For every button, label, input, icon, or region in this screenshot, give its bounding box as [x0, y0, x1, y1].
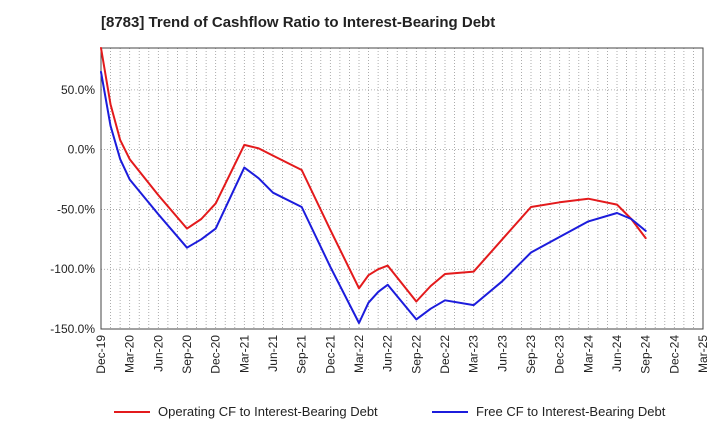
x-tick-label: Sep-20 — [180, 335, 194, 374]
y-tick-label: 50.0% — [61, 83, 95, 97]
series-line-free-cf — [100, 70, 647, 324]
y-tick-label: -100.0% — [50, 262, 95, 276]
plot-frame — [100, 47, 704, 330]
y-tick-label: -50.0% — [57, 202, 95, 216]
chart-title: [8783] Trend of Cashflow Ratio to Intere… — [101, 14, 496, 31]
x-tick-label: Mar-25 — [696, 335, 710, 373]
x-tick-label: Jun-24 — [610, 335, 624, 372]
x-tick-label: Jun-23 — [495, 335, 509, 372]
x-tick-label: Dec-20 — [209, 335, 223, 374]
chart-legend: Operating CF to Interest-Bearing Debt Fr… — [0, 404, 720, 426]
legend-label-free-cf: Free CF to Interest-Bearing Debt — [476, 404, 666, 419]
x-tick-label: Dec-23 — [553, 335, 567, 374]
legend-item-operating-cf: Operating CF to Interest-Bearing Debt — [114, 404, 378, 419]
x-tick-label: Dec-21 — [323, 335, 337, 374]
x-tick-label: Mar-22 — [352, 335, 366, 373]
x-tick-label: Dec-24 — [667, 335, 681, 374]
x-tick-label: Sep-22 — [409, 335, 423, 374]
x-tick-label: Jun-21 — [266, 335, 280, 372]
x-tick-label: Jun-20 — [151, 335, 165, 372]
x-tick-label: Dec-22 — [438, 335, 452, 374]
x-tick-label: Jun-22 — [381, 335, 395, 372]
x-tick-label: Sep-23 — [524, 335, 538, 374]
x-tick-label: Sep-24 — [639, 335, 653, 374]
x-tick-label: Dec-19 — [94, 335, 108, 374]
y-tick-label: -150.0% — [50, 322, 95, 336]
x-tick-label: Mar-24 — [581, 335, 595, 373]
series-line-operating-cf — [100, 47, 647, 303]
x-tick-label: Mar-23 — [467, 335, 481, 373]
legend-item-free-cf: Free CF to Interest-Bearing Debt — [432, 404, 665, 419]
legend-label-operating-cf: Operating CF to Interest-Bearing Debt — [158, 404, 378, 419]
legend-swatch-operating-cf — [114, 410, 150, 413]
legend-swatch-free-cf — [432, 410, 468, 413]
x-tick-label: Sep-21 — [295, 335, 309, 374]
y-tick-label: 0.0% — [68, 143, 96, 157]
x-tick-label: Mar-21 — [237, 335, 251, 373]
x-tick-label: Mar-20 — [123, 335, 137, 373]
